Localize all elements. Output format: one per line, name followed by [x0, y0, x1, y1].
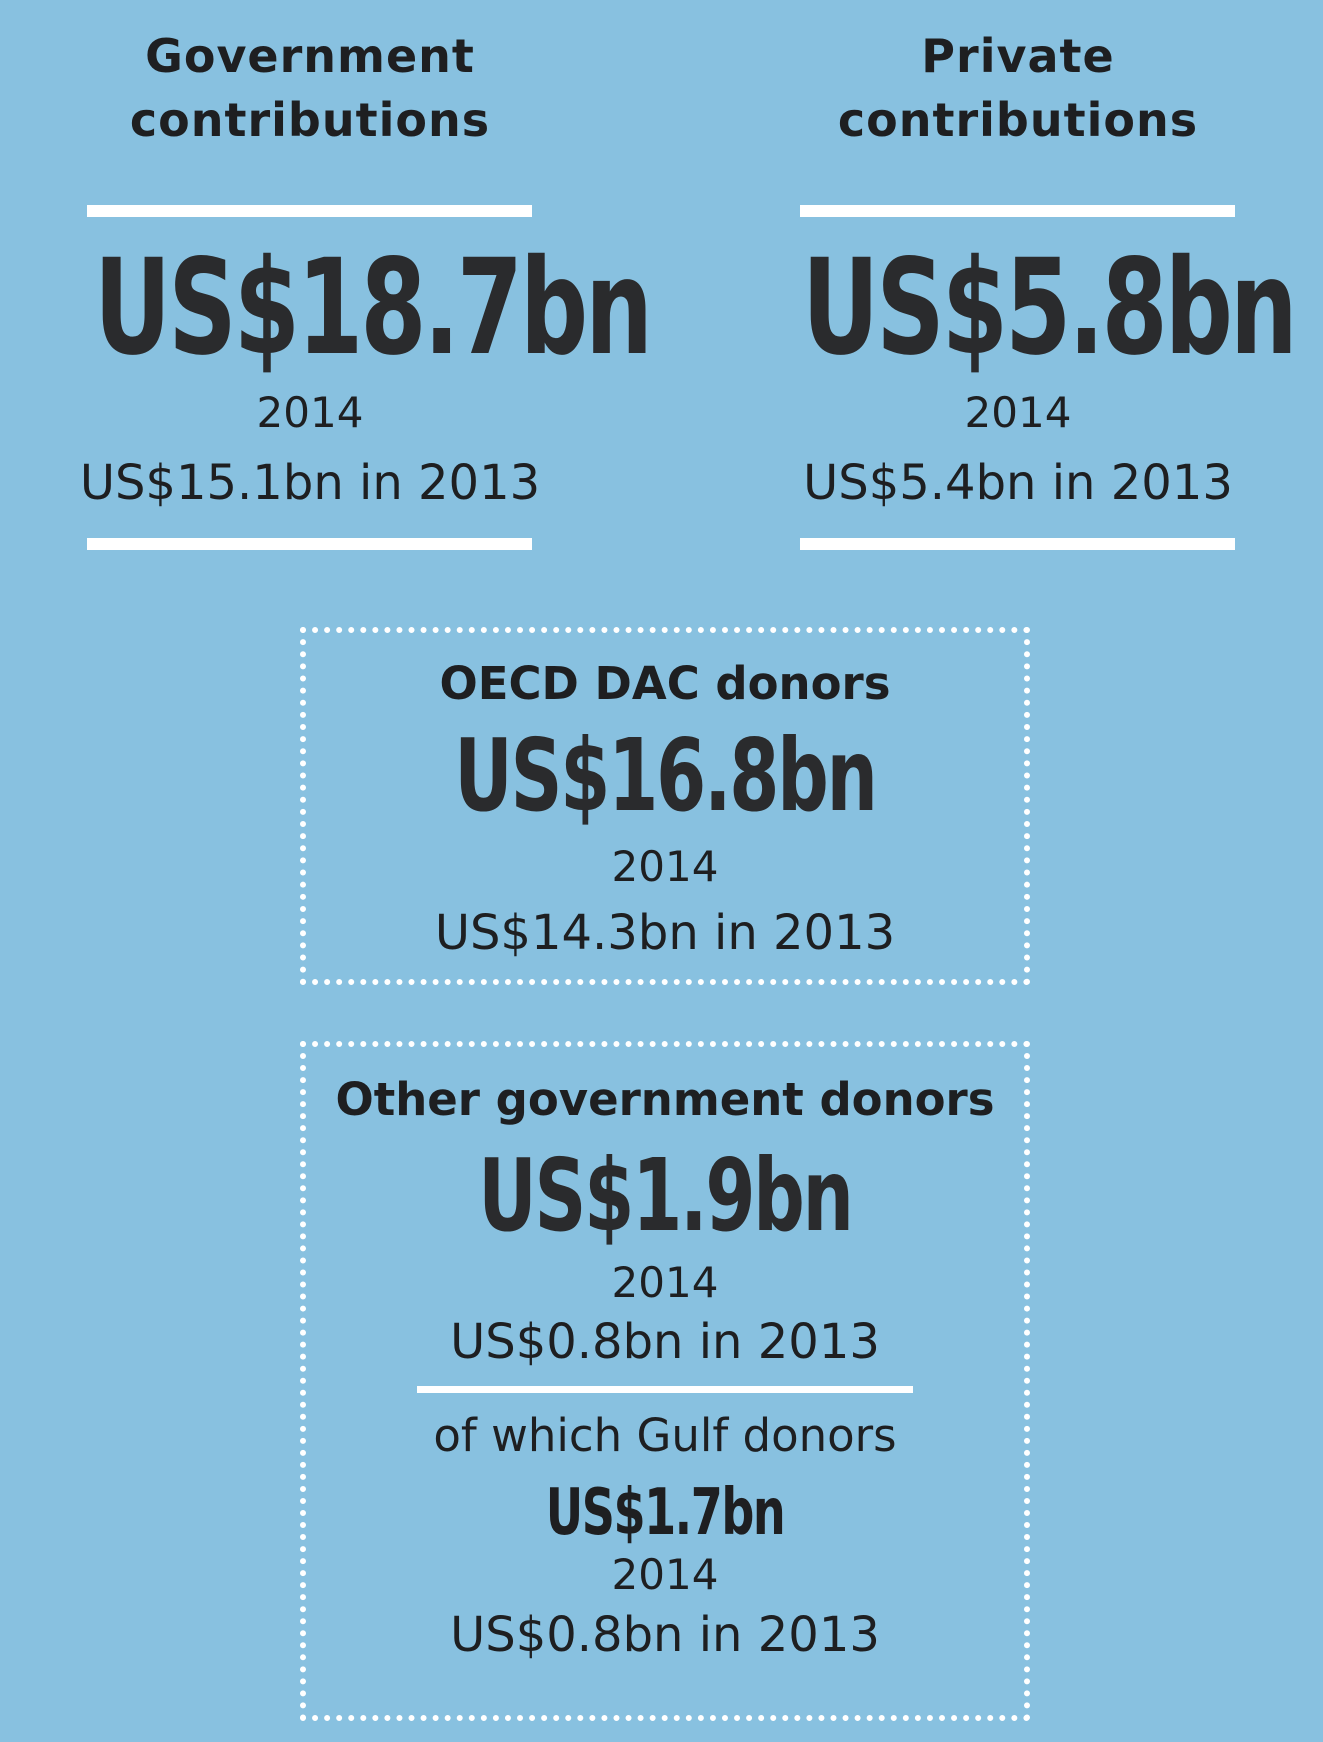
government-amount: US$18.7bn [93, 231, 653, 385]
oecd-dac-box [300, 627, 1030, 985]
gulf-previous: US$0.8bn in 2013 [450, 1607, 880, 1663]
government-title-line2: contributions [129, 93, 491, 147]
government-year: 2014 [256, 388, 364, 437]
government-top-rule [87, 205, 532, 217]
gulf-divider-rule [417, 1386, 913, 1393]
private-year: 2014 [964, 388, 1072, 437]
private-title-line2: contributions [837, 93, 1199, 147]
gulf-amount: US$1.7bn [545, 1476, 786, 1550]
other-government-amount: US$1.9bn [478, 1137, 854, 1254]
private-top-rule [800, 205, 1235, 217]
private-title-line1: Private [921, 29, 1115, 83]
other-government-box [300, 1041, 1030, 1721]
other-government-title: Other government donors [335, 1073, 995, 1126]
private-amount: US$5.8bn [802, 231, 1298, 385]
other-government-previous: US$0.8bn in 2013 [450, 1314, 880, 1370]
oecd-title: OECD DAC donors [439, 657, 891, 710]
gulf-title: of which Gulf donors [433, 1409, 897, 1462]
private-bottom-rule [800, 538, 1235, 550]
private-previous: US$5.4bn in 2013 [803, 455, 1233, 511]
gulf-year: 2014 [611, 1550, 719, 1599]
oecd-year: 2014 [611, 842, 719, 891]
government-bottom-rule [87, 538, 532, 550]
government-title-line1: Government [145, 29, 475, 83]
oecd-previous: US$14.3bn in 2013 [434, 905, 896, 961]
oecd-amount: US$16.8bn [454, 717, 878, 834]
other-government-year: 2014 [611, 1258, 719, 1307]
government-previous: US$15.1bn in 2013 [79, 455, 541, 511]
